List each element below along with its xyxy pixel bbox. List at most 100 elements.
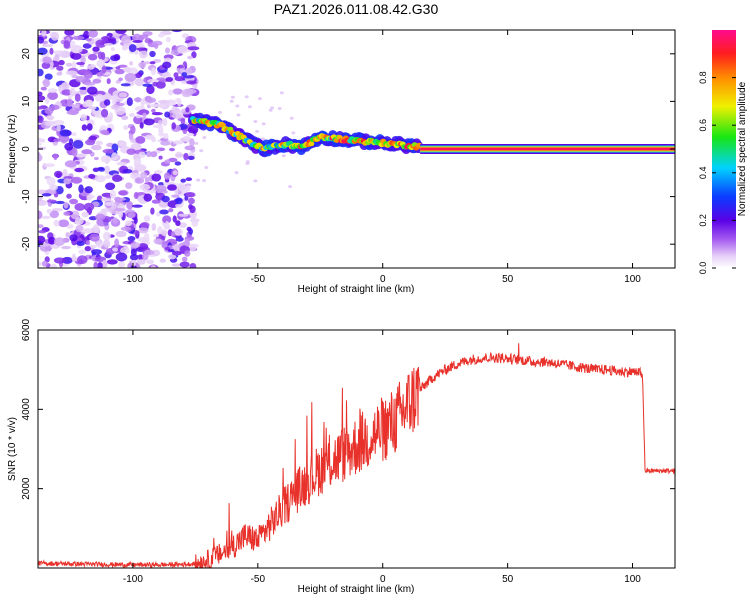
noise-blob [155,81,166,89]
noise-blob [134,78,144,87]
noise-blob [191,51,197,59]
noise-blob [171,106,179,114]
noise-blob [175,203,184,208]
noise-blob [100,197,112,202]
noise-blob [101,259,108,268]
noise-blob [170,231,176,238]
noise-blob [118,77,123,82]
noise-blob [103,99,111,106]
noise-blob [191,220,199,227]
noise-blob [143,118,155,126]
noise-blob [53,50,65,55]
noise-blob [112,174,123,182]
noise-blob [61,256,73,264]
noise-blob [165,47,170,54]
noise-blob [82,228,94,234]
noise-blob [71,147,78,157]
noise-blob [129,61,134,66]
spectrogram-x-ticks: -100 -50 0 50 100 [123,30,641,285]
noise-blob [102,65,107,74]
y-tick-label: 4000 [21,398,32,421]
x-tick-label: 50 [502,574,514,585]
noise-blob [38,47,48,55]
snr-y-label: SNR (10 * v/v) [7,417,18,481]
noise-blob [156,212,161,217]
noise-blob [56,124,61,132]
noise-blob [131,259,137,267]
noise-blob [149,50,156,58]
noise-blob [88,106,97,110]
noise-blob [65,62,73,67]
noise-blob [38,189,48,194]
noise-blob [184,145,196,151]
noise-blob [63,40,71,49]
noise-blob [158,103,167,109]
noise-blob [127,212,136,219]
noise-blob [108,37,116,42]
noise-blob [158,33,165,38]
noise-blob [257,97,262,101]
noise-blob [88,30,98,38]
noise-blob [184,238,190,247]
noise-blob [173,72,179,78]
noise-blob [133,97,143,103]
noise-blob [58,84,64,93]
noise-blob [177,64,185,69]
noise-blob [187,125,199,134]
noise-blob [114,68,125,75]
noise-blob [97,262,103,268]
noise-blob [100,155,112,163]
noise-blob [171,251,182,256]
noise-blob [167,254,177,260]
noise-blob [187,55,194,60]
noise-blob [95,39,107,48]
noise-blob [74,93,81,102]
colorbar-tick-label: 0.2 [698,214,708,227]
noise-blob [120,246,130,255]
noise-blob [122,169,133,174]
noise-blob [38,261,42,267]
colorbar-tick-label: 0.0 [698,262,708,275]
noise-blob [95,213,106,221]
noise-blob [175,236,184,242]
noise-blob [165,77,173,82]
noise-blob [158,155,163,160]
noise-blob [86,123,93,131]
noise-blob [126,201,134,210]
noise-blob [159,258,166,263]
spectrogram-heatmap [38,30,675,268]
noise-blob [130,125,136,135]
noise-blob [130,248,137,256]
noise-blob [261,137,265,141]
noise-blob [146,85,155,95]
noise-blob [118,140,127,147]
noise-blob [92,78,102,84]
noise-blob [111,152,118,161]
noise-blob [45,97,50,104]
noise-blob [140,98,145,108]
noise-blob [168,89,174,96]
snr-x-label: Height of straight line (km) [298,584,415,595]
noise-blob [81,211,89,218]
noise-blob [261,122,266,126]
noise-blob [172,170,178,176]
noise-blob [78,249,86,255]
noise-blob [63,178,71,185]
noise-blob [171,30,183,33]
x-tick-label: 0 [380,574,386,585]
noise-blob [42,78,51,88]
noise-blob [188,204,193,210]
noise-blob [86,196,92,201]
noise-blob [103,43,114,47]
noise-blob [134,50,139,55]
noise-blob [189,263,197,268]
noise-blob [161,195,170,203]
noise-blob [72,35,85,41]
noise-blob [121,35,131,44]
noise-blob [38,106,44,110]
noise-blob [164,246,171,251]
noise-blob [128,44,137,53]
noise-blob [54,170,63,178]
